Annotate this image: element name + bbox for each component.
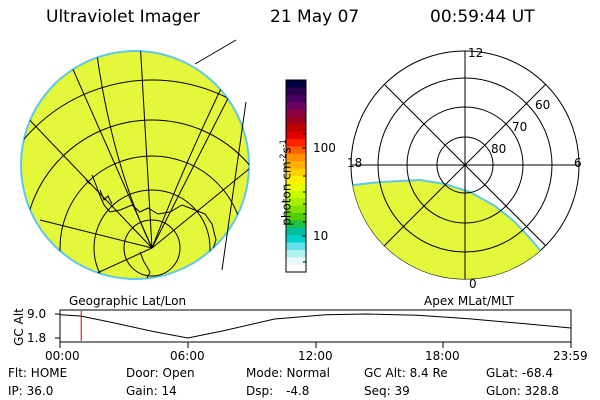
left-panel-caption: Geographic Lat/Lon bbox=[69, 294, 187, 308]
colorbar-stripe bbox=[286, 183, 306, 192]
timeline-y-high: 9.0 bbox=[27, 307, 47, 321]
colorbar-stripe bbox=[286, 168, 306, 177]
timeline-tick-2359: 23:59 bbox=[553, 349, 588, 363]
colorbar-stripe bbox=[286, 249, 306, 258]
timeline-tick-0600: 06:00 bbox=[170, 349, 205, 363]
colorbar-stripe bbox=[286, 153, 306, 162]
colorbar-stripe bbox=[286, 257, 306, 266]
mlt-label-18: 18 bbox=[347, 156, 363, 170]
image-date: 21 May 07 bbox=[270, 7, 360, 27]
mlt-label-0: 0 bbox=[469, 277, 477, 291]
colorbar-stripe bbox=[286, 87, 306, 96]
colorbar-unit-label: photon cm-2s-1 bbox=[278, 139, 294, 226]
flight-status: Flt: HOME bbox=[8, 366, 68, 380]
colorbar-stripes bbox=[286, 80, 306, 273]
mlt-label-6: 6 bbox=[574, 156, 582, 170]
geographic-grid bbox=[21, 51, 249, 279]
timeline-tick-1200: 12:00 bbox=[298, 349, 333, 363]
colorbar-stripe bbox=[286, 190, 306, 199]
mlat-label-60: 60 bbox=[535, 98, 551, 112]
colorbar-stripe bbox=[286, 212, 306, 221]
colorbar-ticks bbox=[302, 99, 306, 263]
timeline-axis-label: GC Alt bbox=[12, 308, 26, 346]
colorbar-stripe bbox=[286, 124, 306, 133]
geographic-latitude: GLat: -68.4 bbox=[486, 366, 553, 380]
right-panel-caption: Apex MLat/MLT bbox=[424, 294, 514, 308]
colorbar-stripe bbox=[286, 139, 306, 147]
image-time: 00:59:44 UT bbox=[430, 7, 535, 27]
colorbar-tick-10: 10 bbox=[313, 229, 329, 243]
geographic-image bbox=[20, 50, 250, 280]
mlt-label-12: 12 bbox=[468, 46, 484, 60]
timeline-y-low: 1.8 bbox=[27, 331, 47, 345]
altitude-curve bbox=[59, 313, 572, 339]
colorbar-stripe bbox=[286, 205, 306, 214]
colorbar-stripe bbox=[286, 227, 306, 236]
polar-grid bbox=[351, 51, 579, 279]
door-status: Door: Open bbox=[126, 366, 195, 380]
colorbar-stripe bbox=[286, 109, 306, 118]
mode-status: Mode: Normal bbox=[246, 366, 330, 380]
mlat-label-80: 80 bbox=[491, 142, 507, 156]
colorbar-stripe bbox=[286, 242, 306, 251]
instrument-title: Ultraviolet Imager bbox=[46, 7, 200, 27]
colorbar-stripe bbox=[286, 220, 306, 229]
timeline-frame bbox=[59, 309, 572, 343]
dsp-label: Dsp: bbox=[246, 384, 274, 398]
colorbar-stripe bbox=[286, 94, 306, 103]
colorbar-stripe bbox=[286, 264, 306, 273]
mlt-polar-plot bbox=[350, 50, 580, 280]
geographic-longitude: GLon: 328.8 bbox=[486, 384, 559, 398]
timeline-tick-1800: 18:00 bbox=[425, 349, 460, 363]
mlat-label-70: 70 bbox=[512, 120, 528, 134]
colorbar-stripe bbox=[286, 198, 306, 207]
colorbar-stripe bbox=[286, 102, 306, 111]
timeline-tick-0000: 00:00 bbox=[45, 349, 80, 363]
sequence-number: Seq: 39 bbox=[364, 384, 410, 398]
dsp-value: -4.8 bbox=[286, 384, 310, 398]
colorbar-stripe bbox=[286, 131, 306, 140]
geographic-grid-exterior bbox=[194, 39, 247, 271]
colorbar-tick-100: 100 bbox=[313, 141, 336, 155]
timeline-ticks bbox=[59, 342, 572, 348]
altitude-timeline bbox=[55, 309, 572, 348]
gain-value: Gain: 14 bbox=[126, 384, 177, 398]
colorbar-stripe bbox=[286, 235, 306, 243]
colorbar-stripe bbox=[286, 176, 306, 184]
colorbar-stripe bbox=[286, 116, 306, 125]
colorbar-stripe bbox=[286, 146, 306, 155]
colorbar-stripe bbox=[286, 161, 306, 170]
colorbar bbox=[285, 79, 307, 273]
colorbar-stripe bbox=[286, 80, 306, 88]
ip-value: IP: 36.0 bbox=[8, 384, 54, 398]
gc-altitude: GC Alt: 8.4 Re bbox=[364, 366, 448, 380]
